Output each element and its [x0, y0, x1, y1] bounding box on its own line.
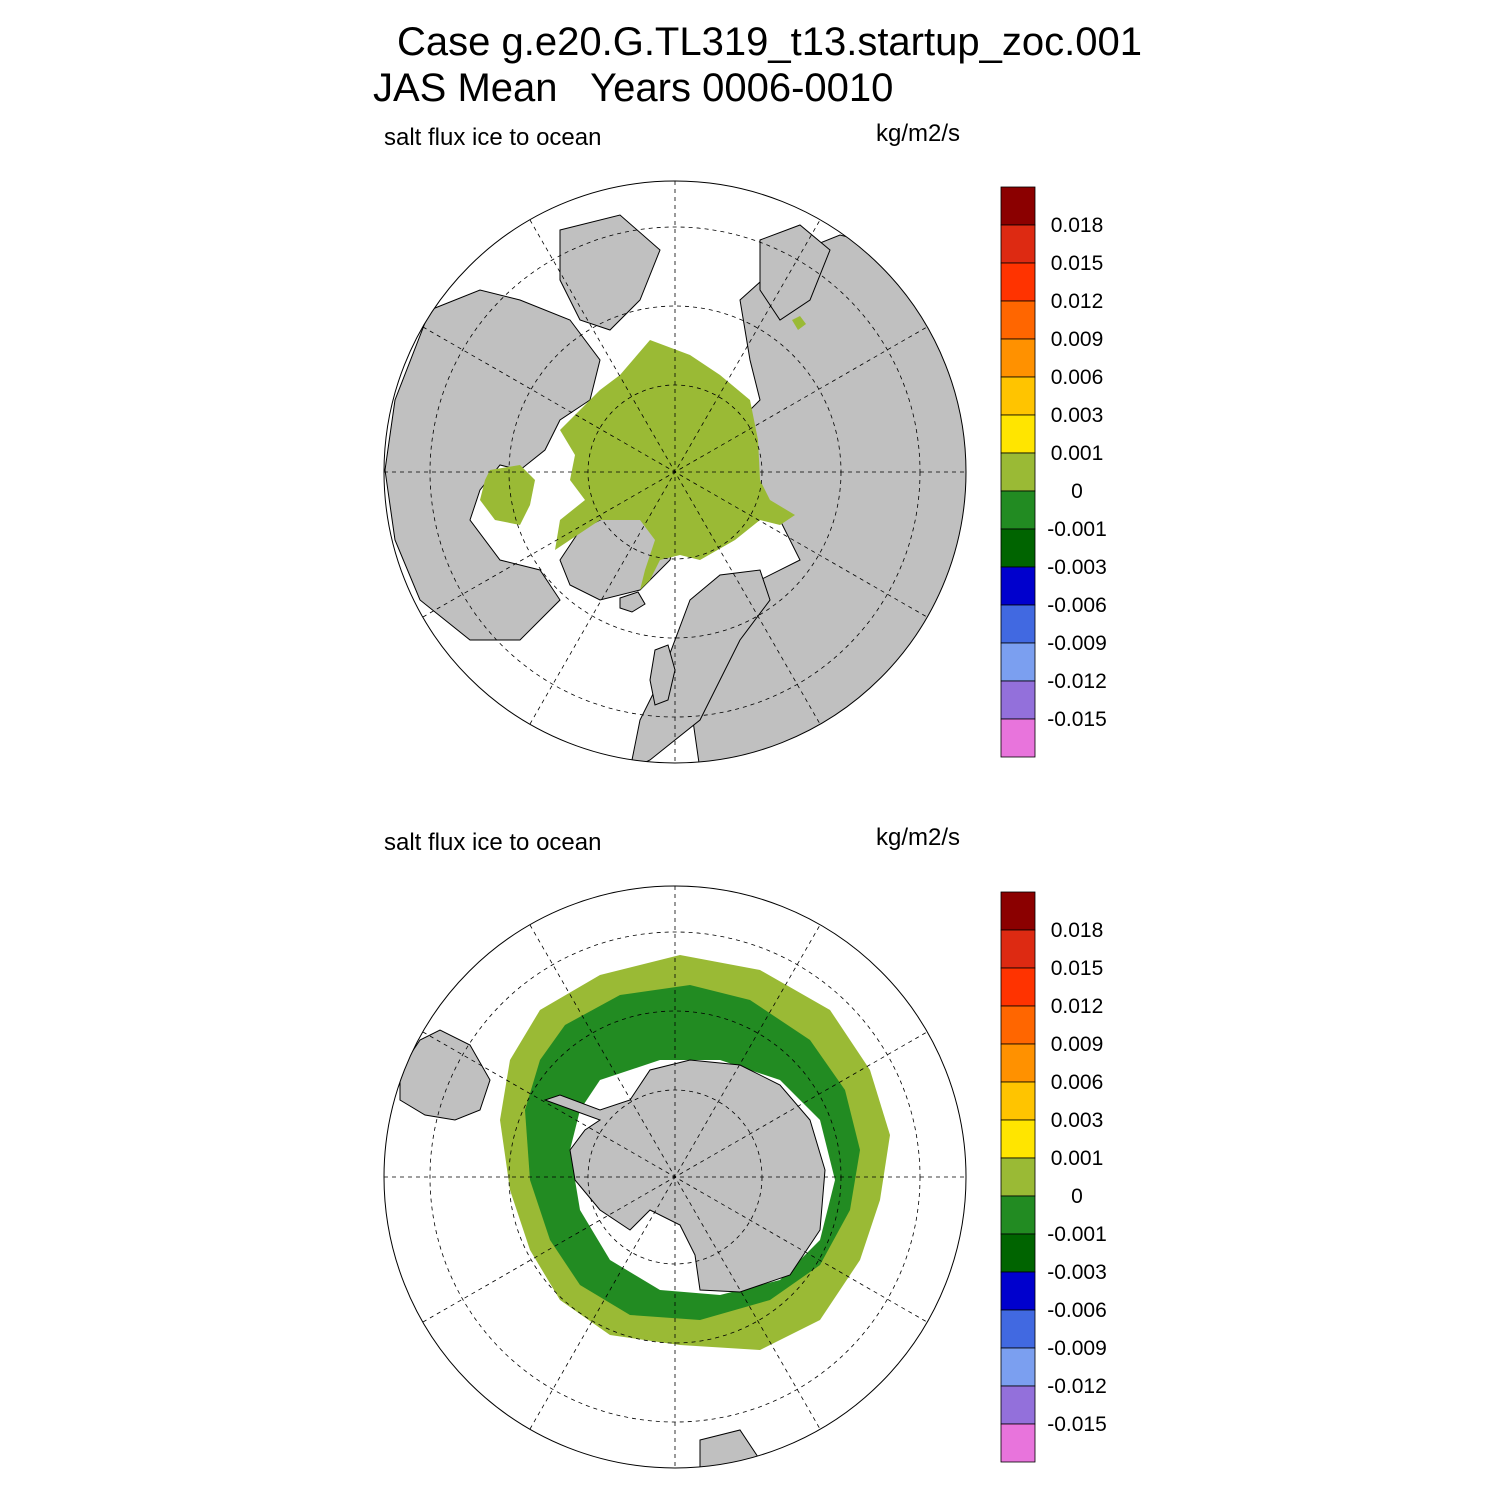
north-colorbar-swatch: [1000, 224, 1036, 264]
north-colorbar-tick-label: -0.015: [1047, 708, 1107, 731]
south-colorbar-swatch: [1000, 1271, 1036, 1311]
north-colorbar-tick-label: 0.009: [1051, 328, 1104, 351]
north-colorbar-swatch: [1000, 528, 1036, 568]
north-colorbar-tick-label: -0.006: [1047, 594, 1107, 617]
south-graticule: [384, 886, 966, 1468]
south-map-border: [383, 885, 967, 1469]
north-colorbar-swatch: [1000, 414, 1036, 454]
south-variable-label: salt flux ice to ocean: [384, 829, 602, 856]
north-colorbar-swatch: [1000, 680, 1036, 720]
north-variable-label: salt flux ice to ocean: [384, 124, 602, 151]
south-polar-map: [383, 885, 967, 1469]
south-colorbar-tick-label: -0.006: [1047, 1299, 1107, 1322]
south-colorbar-tick-label: 0.015: [1051, 957, 1104, 980]
figure-title-season: JAS Mean Years 0006-0010: [373, 66, 894, 110]
south-colorbar-swatch: [1000, 1233, 1036, 1273]
south-colorbar-swatch: [1000, 1081, 1036, 1121]
north-colorbar-swatch: [1000, 642, 1036, 682]
south-colorbar-tick-label: 0.006: [1051, 1071, 1104, 1094]
north-hudson-bay-ice: [480, 465, 535, 525]
north-okhotsk-ice: [792, 316, 806, 330]
south-colorbar-swatch: [1000, 967, 1036, 1007]
north-land-british-isles: [649, 644, 676, 706]
south-colorbar-tick-label: 0.012: [1051, 995, 1104, 1018]
south-colorbar-swatch: [1000, 1309, 1036, 1349]
north-polar-map: [383, 180, 967, 764]
north-colorbar-swatch: [1000, 718, 1036, 758]
north-colorbar-tick-label: 0.003: [1051, 404, 1104, 427]
south-land-south-america: [399, 1029, 491, 1121]
north-colorbar-tick-label: -0.009: [1047, 632, 1107, 655]
south-land-antarctica: [543, 1059, 826, 1293]
north-colorbar-swatch: [1000, 490, 1036, 530]
north-colorbar-tick-label: 0.018: [1051, 214, 1104, 237]
north-colorbar-swatch: [1000, 186, 1036, 226]
north-colorbar-tick-label: -0.012: [1047, 670, 1107, 693]
south-colorbar-tick-label: 0.003: [1051, 1109, 1104, 1132]
north-land-iceland: [619, 591, 646, 613]
north-colorbar-swatch: [1000, 566, 1036, 606]
north-land-europe: [629, 569, 771, 763]
north-colorbar: 0.018 0.015 0.012 0.009 0.006 0.003 0.001 0 -0.0…: [1000, 186, 1107, 758]
north-colorbar-tick-label: -0.001: [1047, 518, 1107, 541]
north-land-chukotka: [559, 214, 661, 331]
north-colorbar-tick-label: 0: [1071, 480, 1083, 503]
south-colorbar-swatch: [1000, 1157, 1036, 1197]
north-colorbar-tick-label: 0.015: [1051, 252, 1104, 275]
north-colorbar-tick-label: 0.001: [1051, 442, 1104, 465]
north-graticule: [384, 181, 966, 763]
south-colorbar: 0.018 0.015 0.012 0.009 0.006 0.003 0.001 0 -0.0…: [1000, 891, 1107, 1463]
north-colorbar-swatch: [1000, 338, 1036, 378]
figure-title-case: Case g.e20.G.TL319_t13.startup_zoc.001: [397, 20, 1142, 64]
north-land-north-america: [384, 289, 601, 641]
south-colorbar-swatch: [1000, 1347, 1036, 1387]
south-colorbar-tick-label: 0.009: [1051, 1033, 1104, 1056]
south-colorbar-tick-label: -0.012: [1047, 1375, 1107, 1398]
south-colorbar-tick-label: 0: [1071, 1185, 1083, 1208]
south-colorbar-tick-label: -0.015: [1047, 1413, 1107, 1436]
north-colorbar-swatch: [1000, 262, 1036, 302]
south-colorbar-tick-label: -0.003: [1047, 1261, 1107, 1284]
north-colorbar-swatch: [1000, 452, 1036, 492]
south-colorbar-swatch: [1000, 1385, 1036, 1425]
north-land-kamchatka: [759, 224, 831, 321]
south-colorbar-swatch: [1000, 1195, 1036, 1235]
south-colorbar-swatch: [1000, 1005, 1036, 1045]
north-units-label: kg/m2/s: [876, 120, 961, 147]
north-colorbar-tick-label: 0.012: [1051, 290, 1104, 313]
south-colorbar-tick-label: 0.001: [1051, 1147, 1104, 1170]
north-colorbar-swatch: [1000, 300, 1036, 340]
south-colorbar-swatch: [1000, 1043, 1036, 1083]
north-colorbar-tick-label: 0.006: [1051, 366, 1104, 389]
south-colorbar-swatch: [1000, 929, 1036, 969]
north-colorbar-swatch: [1000, 376, 1036, 416]
south-colorbar-tick-label: 0.018: [1051, 919, 1104, 942]
north-map-border: [383, 180, 967, 764]
south-colorbar-swatch: [1000, 1119, 1036, 1159]
south-colorbar-swatch: [1000, 891, 1036, 931]
north-colorbar-swatch: [1000, 604, 1036, 644]
south-colorbar-tick-label: -0.009: [1047, 1337, 1107, 1360]
south-units-label: kg/m2/s: [876, 824, 961, 851]
north-colorbar-tick-label: -0.003: [1047, 556, 1107, 579]
south-colorbar-swatch: [1000, 1423, 1036, 1463]
south-colorbar-tick-label: -0.001: [1047, 1223, 1107, 1246]
